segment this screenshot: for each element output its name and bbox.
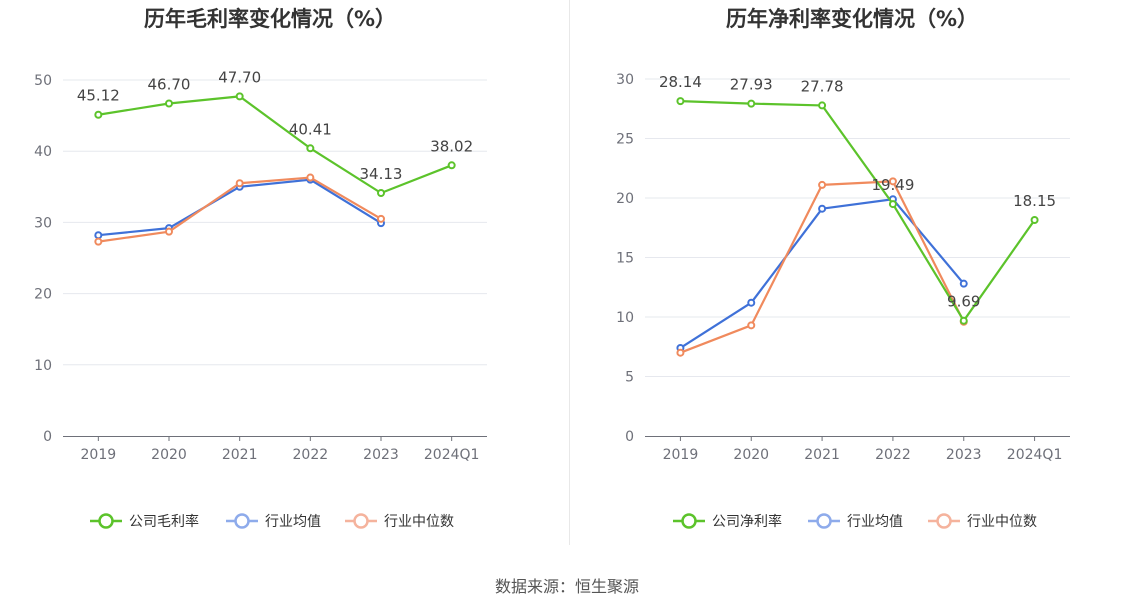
y-tick-label: 10 (616, 310, 634, 326)
data-point-company (888, 200, 897, 209)
x-tick-label: 2019 (663, 447, 699, 463)
y-tick-label: 20 (34, 287, 52, 303)
x-tick-label: 2019 (81, 447, 117, 463)
data-point-company (818, 101, 827, 110)
data-point-company (94, 110, 103, 119)
legend-marker-icon (816, 513, 832, 529)
data-point-industry-average (818, 204, 827, 213)
x-tick-label: 2021 (804, 447, 840, 463)
data-point-industry-average (94, 231, 103, 240)
data-label: 18.15 (1013, 192, 1056, 210)
data-point-industry-median (94, 237, 103, 246)
data-point-industry-median (306, 173, 315, 182)
data-label: 45.12 (77, 87, 120, 105)
net-margin-chart: 历年净利率变化情况（%） 0 5 10 15 20 25 30 2019 2020 2021 2022… (616, 7, 1070, 530)
data-point-company (377, 188, 385, 197)
y-tick-label: 0 (625, 429, 634, 445)
data-label: 40.41 (289, 120, 332, 138)
legend-marker-icon (681, 513, 697, 529)
data-point-company (235, 92, 244, 101)
y-tick-label: 10 (34, 358, 52, 374)
y-tick-label: 0 (43, 429, 52, 445)
series-line-industry-average (679, 198, 965, 349)
legend-label: 行业中位数 (384, 514, 454, 530)
data-point-industry-median (888, 177, 897, 186)
legend-label: 公司毛利率 (129, 513, 199, 530)
legend-label: 行业中位数 (967, 514, 1037, 530)
x-tick-label: 2023 (363, 447, 399, 463)
x-tick-label: 2022 (875, 447, 911, 463)
data-label: 9.69 (947, 293, 980, 311)
data-point-industry-median (165, 227, 173, 236)
y-tick-label: 5 (625, 370, 634, 386)
x-tick-label: 2023 (946, 447, 982, 463)
data-point-industry-average (959, 279, 968, 288)
data-label: 28.14 (659, 73, 702, 91)
y-tick-label: 30 (616, 72, 634, 88)
x-tick-label: 2024Q1 (1007, 447, 1063, 463)
y-tick-label: 50 (34, 73, 52, 89)
data-point-company (747, 99, 756, 108)
data-label: 34.13 (360, 165, 403, 183)
data-point-company (1030, 216, 1039, 225)
data-label: 47.70 (218, 68, 261, 86)
series-line-company (98, 95, 453, 195)
data-point-industry-median (377, 214, 385, 223)
data-point-industry-median (747, 321, 756, 330)
x-tick-label: 2021 (222, 447, 258, 463)
legend-label: 行业均值 (847, 514, 903, 530)
legend-marker-icon (234, 513, 250, 529)
data-label: 27.78 (801, 77, 844, 95)
x-tick-label: 2022 (293, 447, 329, 463)
data-label: 27.93 (730, 76, 773, 94)
data-point-industry-average (747, 298, 756, 307)
x-tick-label: 2020 (733, 447, 769, 463)
series-line-company (680, 100, 1036, 322)
data-point-company (306, 144, 315, 153)
y-tick-label: 15 (616, 251, 634, 267)
legend-marker-icon (98, 513, 114, 529)
data-point-industry-median (235, 179, 244, 188)
data-point-company (959, 316, 968, 325)
gross-margin-chart: 历年毛利率变化情况（%） 0 10 20 30 40 50 2019 2020 2021 2022 2… (34, 7, 487, 530)
data-label: 46.70 (148, 75, 191, 93)
legend-marker-icon (936, 513, 952, 529)
data-point-industry-median (676, 348, 685, 357)
y-tick-label: 30 (34, 215, 52, 231)
data-point-industry-median (818, 180, 827, 189)
chart-title: 历年毛利率变化情况（%） (144, 7, 396, 31)
data-label: 38.02 (430, 137, 473, 155)
y-tick-label: 40 (34, 144, 52, 160)
legend-marker-icon (353, 513, 369, 529)
data-source-note: 数据来源：恒生聚源 (494, 577, 639, 596)
data-point-company (447, 161, 456, 170)
y-tick-label: 25 (616, 132, 634, 148)
legend-label: 行业均值 (265, 514, 321, 530)
legend-label: 公司净利率 (712, 513, 782, 530)
data-point-company (676, 97, 685, 106)
data-point-company (165, 99, 173, 108)
data-label: 19.49 (871, 176, 914, 194)
x-tick-label: 2020 (151, 447, 187, 463)
x-tick-label: 2024Q1 (424, 447, 480, 463)
y-tick-label: 20 (616, 191, 634, 207)
chart-title: 历年净利率变化情况（%） (726, 7, 978, 31)
